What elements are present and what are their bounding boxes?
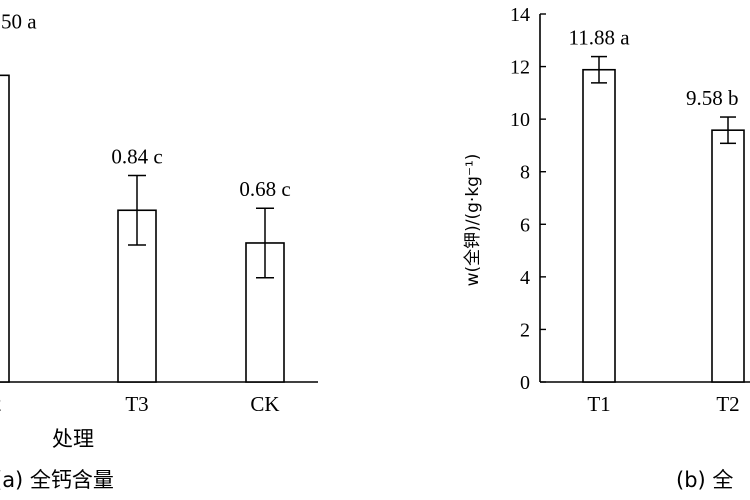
panel-a: 50 a 0.84 c 0.68 c T2 T3 CK 处理 (a) 全钙含量: [0, 10, 318, 492]
panel-b-tick-label-t1: T1: [587, 392, 610, 416]
panel-b-y-tick-label-14: 14: [510, 4, 530, 26]
panel-a-data-label-ck: 0.68 c: [239, 177, 290, 201]
panel-b-y-tick-label-4: 4: [520, 267, 530, 289]
panel-b-y-tick-label-2: 2: [520, 319, 530, 341]
panel-b-tick-label-t2: T2: [716, 392, 739, 416]
panel-b-bar-t2: [711, 129, 745, 383]
panel-a-data-label-t2: 50 a: [1, 10, 37, 34]
panel-b-y-tick-label-10: 10: [510, 109, 530, 131]
panel-b-data-label-t1: 11.88 a: [568, 26, 630, 50]
panel-a-data-label-t3: 0.84 c: [111, 145, 162, 169]
panel-a-bar-t2: [0, 74, 10, 383]
panel-b-caption: (b) 全: [676, 468, 733, 492]
panel-b-bar-t1: [582, 68, 616, 383]
panel-a-tick-label-t3: T3: [125, 392, 148, 416]
panel-b-y-axis-title: w(全钾)/(g·kg⁻¹): [463, 154, 483, 287]
panel-b-y-tick-label-6: 6: [520, 214, 530, 236]
panel-a-tick-label-t2: T2: [0, 392, 2, 416]
panel-b-y-tick-label-0: 0: [520, 372, 530, 394]
panel-a-tick-label-ck: CK: [250, 392, 279, 416]
panel-b-data-label-t2: 9.58 b: [686, 86, 739, 110]
panel-a-x-axis-title: 处理: [52, 427, 94, 451]
panel-a-caption: (a) 全钙含量: [0, 468, 114, 492]
panel-b-y-tick-label-8: 8: [520, 162, 530, 184]
panel-b: 0 2 4 6 8 10 12 14 11.88 a 9.58 b T1 T2 w(全钾)/(g·…: [463, 4, 750, 492]
panel-b-y-tick-label-12: 12: [510, 57, 530, 79]
